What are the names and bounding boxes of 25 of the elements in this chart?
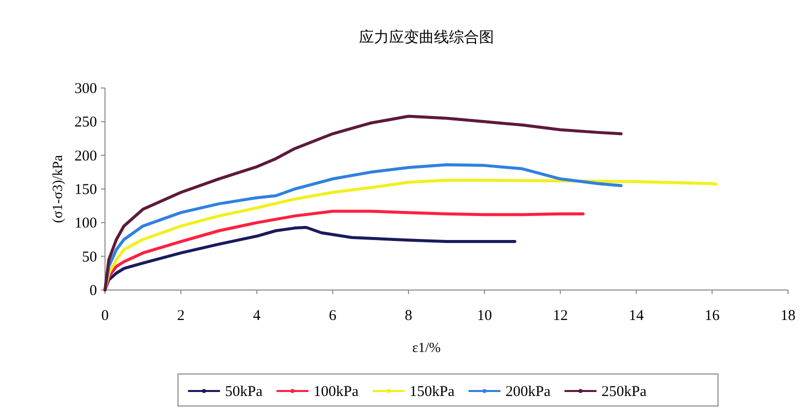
x-tick-label: 12 [552,308,568,324]
x-tick-label: 2 [177,308,185,324]
y-tick-label: 250 [74,114,97,131]
x-tick-label: 4 [253,308,262,324]
x-tick-label: 18 [780,308,796,324]
x-tick-label: 16 [704,308,720,324]
x-tick-label: 14 [628,308,644,324]
y-tick-label: 50 [82,249,97,266]
legend-label: 200kPa [506,384,551,400]
title: 应力应变曲线综合图 [359,30,494,46]
x-tick-label: 6 [328,308,337,324]
legend-label: 100kPa [314,384,359,400]
y-axis-title: (σ1-σ3)/kPa [51,154,66,223]
x-tick-label: 8 [404,308,412,324]
x-tick-label: 0 [101,308,109,324]
y-tick-label: 150 [74,182,97,198]
legend-label: 150kPa [410,384,455,400]
x-tick-label: 10 [476,308,492,324]
y-tick-label: 300 [74,81,97,97]
legend-label: 250kPa [602,384,647,400]
y-tick-label: 100 [74,216,97,232]
y-tick-label: 200 [74,148,97,164]
legend-label: 50kPa [225,384,263,400]
x-axis-title: ε1/% [412,341,442,356]
y-tick-label: 0 [90,283,97,299]
